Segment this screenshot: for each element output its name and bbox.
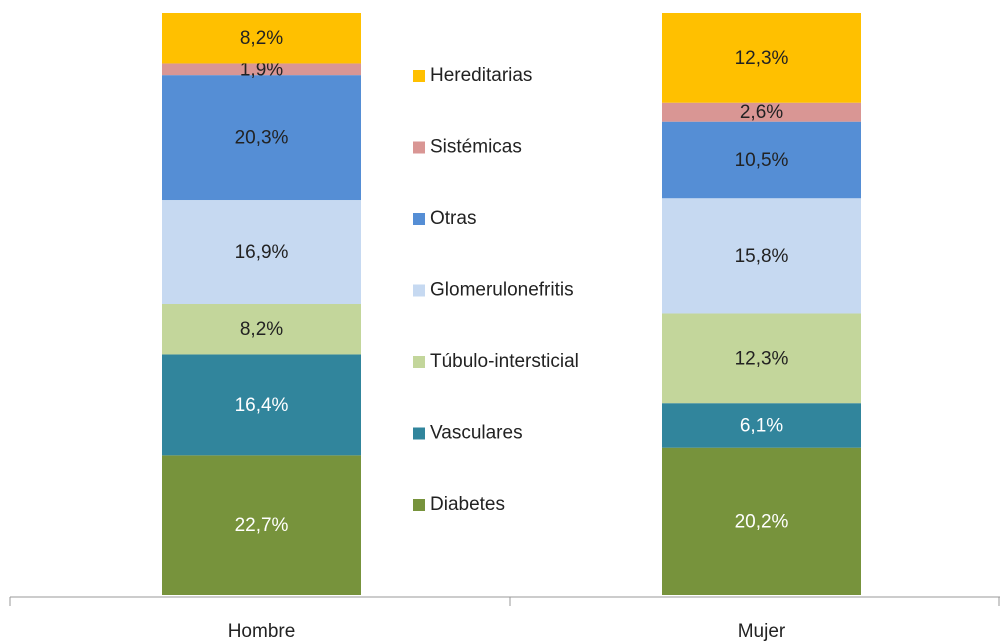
legend-swatch: [413, 141, 425, 154]
data-label: 12,3%: [735, 348, 789, 369]
bar-segment: [162, 63, 361, 76]
bar-segment: [662, 403, 861, 448]
legend-swatch: [413, 427, 425, 440]
legend-label: Túbulo-intersticial: [430, 351, 579, 372]
data-label: 6,1%: [740, 415, 783, 436]
data-label: 20,2%: [735, 511, 789, 532]
data-label: 16,4%: [235, 395, 289, 416]
bar-segment: [162, 304, 361, 355]
data-label: 12,3%: [735, 48, 789, 69]
data-label: 22,7%: [235, 515, 289, 536]
legend-label: Sistémicas: [430, 137, 522, 158]
bar-segment: [162, 200, 361, 304]
data-label: 8,2%: [240, 28, 283, 49]
data-label: 15,8%: [735, 246, 789, 267]
x-tick-label: Mujer: [738, 621, 786, 642]
legend-label: Vasculares: [430, 423, 523, 444]
bar-segment: [662, 198, 861, 314]
data-label: 10,5%: [735, 150, 789, 171]
bar-segment: [662, 102, 861, 122]
bar-segment: [662, 447, 861, 595]
bar-segment: [162, 354, 361, 456]
legend-swatch: [413, 70, 425, 82]
data-label: 2,6%: [740, 102, 783, 123]
bar-segment: [162, 75, 361, 201]
legend-swatch: [413, 356, 425, 368]
x-tick-label: Hombre: [228, 621, 296, 642]
legend-swatch: [413, 284, 425, 297]
bar-segment: [662, 313, 861, 404]
data-label: 1,9%: [240, 59, 283, 80]
data-label: 16,9%: [235, 242, 289, 263]
bar-segment: [162, 455, 361, 595]
legend-label: Diabetes: [430, 494, 505, 515]
bar-segment: [662, 121, 861, 199]
legend-label: Otras: [430, 208, 476, 229]
data-label: 20,3%: [235, 128, 289, 149]
bar-segment: [162, 13, 361, 64]
data-label: 8,2%: [240, 319, 283, 340]
legend-label: Hereditarias: [430, 65, 532, 86]
legend-swatch: [413, 213, 425, 225]
bar-segment: [662, 13, 861, 103]
legend-label: Glomerulonefritis: [430, 280, 574, 301]
legend-swatch: [413, 499, 425, 511]
